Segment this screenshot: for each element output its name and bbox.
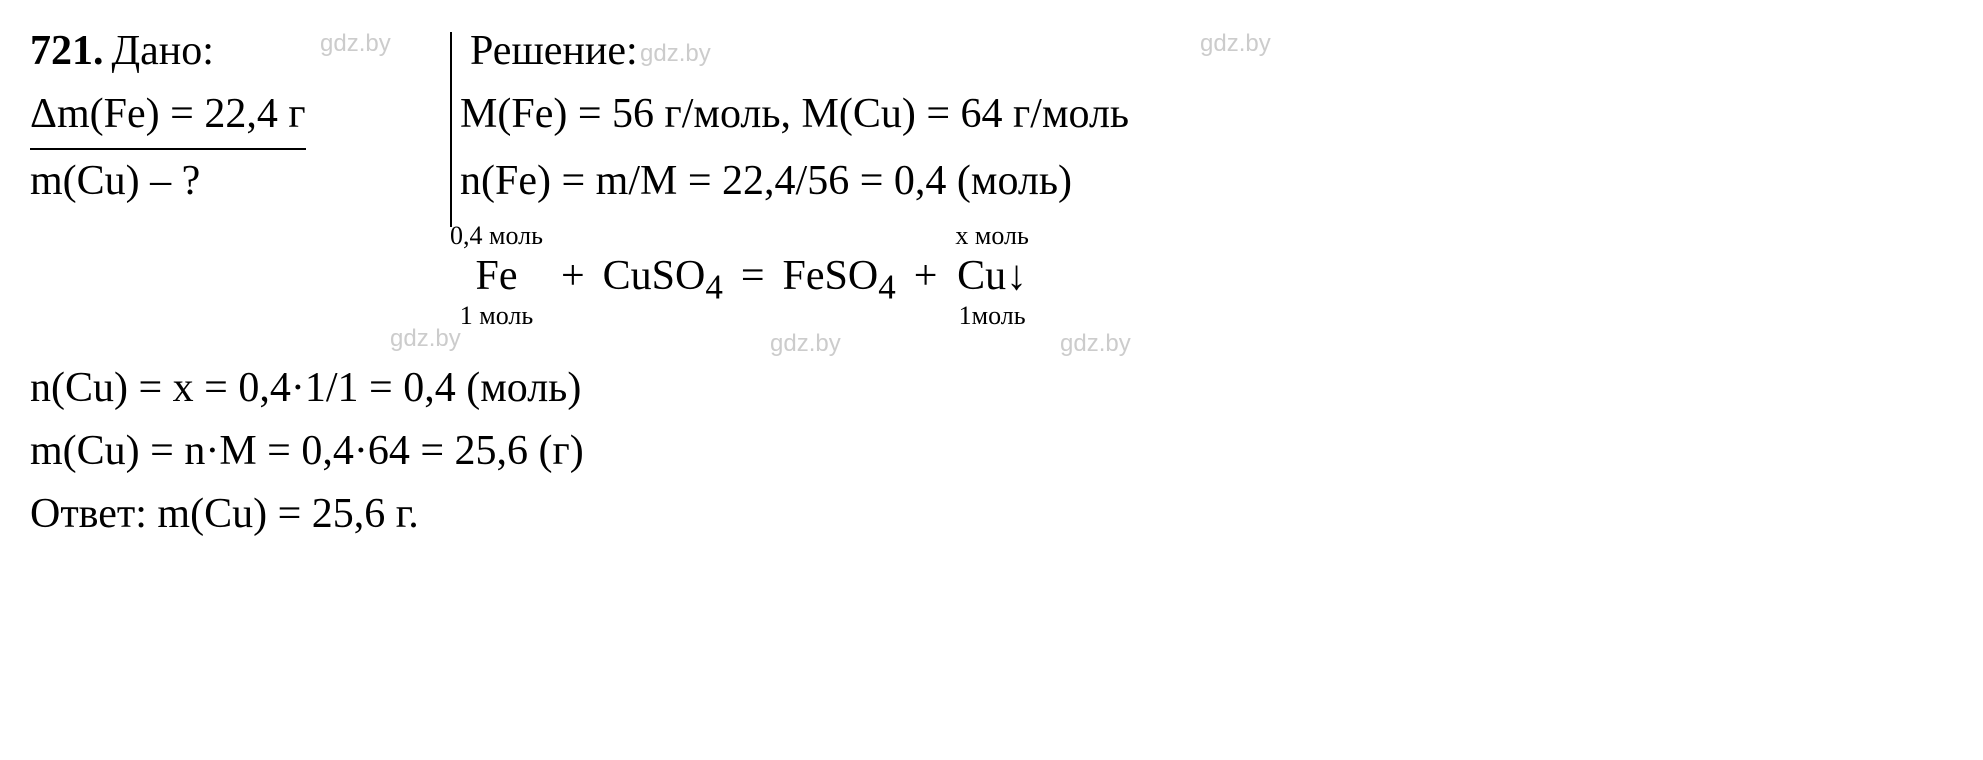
equation-line: 0,4 моль Fe 1 моль + CuSO4 =: [450, 223, 1953, 337]
row-3: m(Cu) – ? n(Fe) = m/M = 22,4/56 = 0,4 (м…: [30, 150, 1953, 213]
solution-line-2: n(Fe) = m/M = 22,4/56 = 0,4 (моль): [460, 150, 1072, 213]
problem-container: 721. Дано: Решение: Δm(Fe) = 22,4 г M(Fe…: [30, 20, 1953, 546]
eq-feso4-term: FeSO4: [783, 223, 896, 337]
given-line-1: Δm(Fe) = 22,4 г: [30, 83, 306, 150]
eq-cu-top: х моль: [955, 223, 1028, 249]
top-section: 721. Дано: Решение: Δm(Fe) = 22,4 г M(Fe…: [30, 20, 1953, 213]
eq-cuso4: CuSO4: [603, 253, 723, 307]
eq-fe: Fe: [475, 253, 517, 299]
row-1: 721. Дано: Решение:: [30, 20, 1953, 83]
problem-number: 721.: [30, 20, 104, 83]
eq-cu: Cu↓: [957, 253, 1027, 299]
given-label: Дано:: [112, 20, 214, 83]
eq-cuso4-term: CuSO4: [603, 223, 723, 337]
given-line-2: m(Cu) – ?: [30, 150, 200, 213]
equation-block: 0,4 моль Fe 1 моль + CuSO4 =: [450, 223, 1953, 337]
eq-equals: =: [741, 223, 765, 329]
eq-fe-term: 0,4 моль Fe 1 моль: [450, 223, 543, 329]
calc-line-1: n(Cu) = x = 0,4·1/1 = 0,4 (моль): [30, 357, 581, 420]
solution-label: Решение:: [470, 20, 638, 83]
answer-line: Ответ: m(Cu) = 25,6 г.: [30, 483, 419, 546]
answer-row: Ответ: m(Cu) = 25,6 г.: [30, 483, 1953, 546]
eq-cu-bot: 1моль: [959, 303, 1026, 329]
calc-row-2: m(Cu) = n·M = 0,4·64 = 25,6 (г): [30, 420, 1953, 483]
calc-row-1: n(Cu) = x = 0,4·1/1 = 0,4 (моль): [30, 357, 1953, 420]
row-2: Δm(Fe) = 22,4 г M(Fe) = 56 г/моль, M(Cu)…: [30, 83, 1953, 150]
calc-line-2: m(Cu) = n·M = 0,4·64 = 25,6 (г): [30, 420, 584, 483]
eq-fe-bot: 1 моль: [460, 303, 533, 329]
eq-plus-2: +: [914, 223, 938, 329]
solution-line-1: M(Fe) = 56 г/моль, M(Cu) = 64 г/моль: [460, 83, 1129, 146]
eq-cu-term: х моль Cu↓ 1моль: [955, 223, 1028, 329]
eq-fe-top: 0,4 моль: [450, 223, 543, 249]
eq-feso4: FeSO4: [783, 253, 896, 307]
eq-plus-1: +: [561, 223, 585, 329]
